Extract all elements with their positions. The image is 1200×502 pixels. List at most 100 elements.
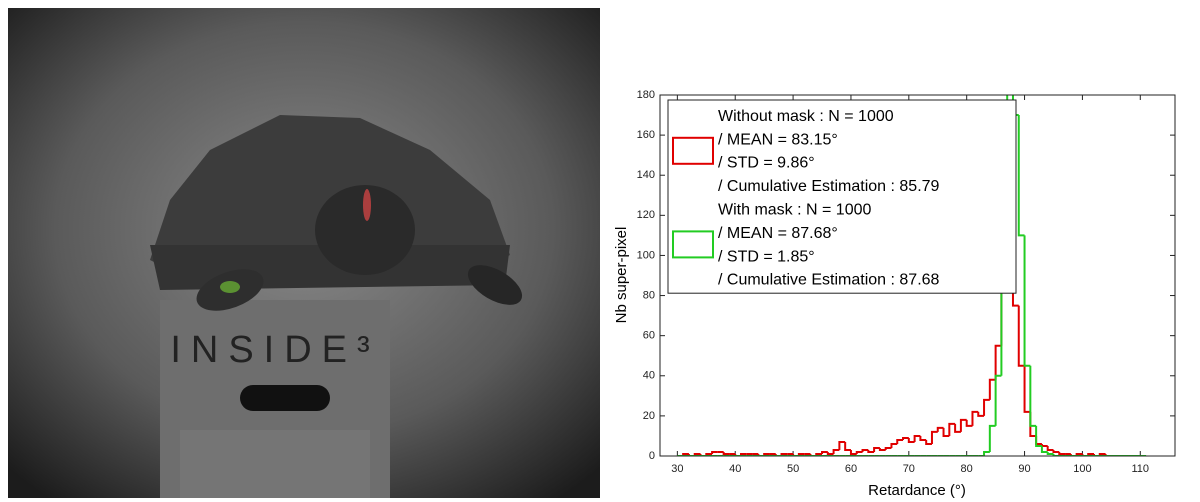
histogram-step <box>919 435 927 441</box>
x-tick-label: 80 <box>961 463 973 475</box>
legend-entry: / STD = 1.85° <box>718 248 815 265</box>
histogram-step <box>954 423 961 433</box>
histogram-step <box>867 449 875 453</box>
histogram-step <box>855 450 863 454</box>
histogram-step <box>1040 445 1048 453</box>
histogram-step <box>809 453 817 456</box>
y-tick-label: 0 <box>649 450 655 462</box>
histogram-step <box>983 398 990 416</box>
legend-entry: / MEAN = 87.68° <box>718 225 838 242</box>
histogram-step <box>838 440 846 450</box>
histogram-step <box>774 453 782 456</box>
histogram-step <box>711 450 718 454</box>
histogram-step <box>994 344 1002 380</box>
histogram-step <box>977 411 985 417</box>
x-tick-label: 50 <box>787 463 799 475</box>
histogram-step <box>965 419 973 427</box>
histogram-step <box>1046 451 1054 455</box>
histogram-step <box>1092 453 1100 456</box>
highlight <box>363 189 371 221</box>
histogram-step <box>896 438 904 444</box>
histogram-step <box>988 378 996 400</box>
legend-swatch <box>672 136 714 165</box>
photo: INSIDE³ <box>8 8 600 498</box>
y-tick-label: 40 <box>643 370 655 382</box>
histogram-step <box>988 424 996 452</box>
histogram-step <box>826 451 834 455</box>
histogram-step <box>1104 453 1112 456</box>
x-tick-label: 30 <box>671 463 683 475</box>
x-tick-label: 90 <box>1018 463 1030 475</box>
legend-swatch <box>672 230 714 259</box>
legend-box <box>667 99 1017 294</box>
histogram-step <box>1052 449 1060 453</box>
histogram-step <box>1058 451 1066 455</box>
histogram-step <box>942 427 950 437</box>
histogram-step <box>861 448 869 452</box>
histogram-step <box>1029 365 1037 427</box>
histogram-step <box>983 450 990 456</box>
legend-entry: With mask : N = 1000 <box>718 202 871 219</box>
histogram-step <box>1017 305 1025 367</box>
histogram-step <box>994 374 1002 426</box>
histogram-step <box>1023 235 1031 367</box>
histogram-step <box>1069 453 1077 456</box>
photo-label: INSIDE³ <box>170 329 379 371</box>
histogram-step <box>1046 445 1054 451</box>
histogram-step <box>1081 453 1089 456</box>
maze <box>180 430 370 498</box>
x-tick-label: 110 <box>1132 463 1150 475</box>
histogram-step <box>832 448 840 454</box>
x-axis-label: Retardance (°) <box>868 482 966 499</box>
histogram-step <box>1017 115 1025 237</box>
y-tick-label: 20 <box>643 410 655 422</box>
x-tick-label: 40 <box>729 463 741 475</box>
histogram-step <box>971 410 979 426</box>
y-tick-label: 160 <box>637 129 655 141</box>
histogram-step <box>873 446 880 452</box>
histogram: Retardance (°) Nb super-pixel <box>613 227 966 499</box>
histogram-step <box>1040 443 1048 447</box>
x-tick-label: 70 <box>903 463 915 475</box>
slot <box>240 385 330 411</box>
histogram-step <box>907 437 915 443</box>
histogram-step <box>699 453 707 456</box>
histogram-step <box>1023 365 1031 413</box>
turtle-head <box>315 185 415 275</box>
histogram-step <box>849 449 857 455</box>
y-tick-label: 60 <box>643 330 655 342</box>
legend-entry: / Cumulative Estimation : 85.79 <box>718 178 940 195</box>
histogram-step <box>936 426 944 432</box>
histogram-step <box>959 418 967 432</box>
histogram-step <box>734 453 742 456</box>
histogram-step <box>878 447 886 451</box>
histogram-step <box>821 450 828 454</box>
histogram-step <box>925 439 932 445</box>
y-axis-label: Nb super-pixel <box>613 227 630 324</box>
shell <box>150 115 510 275</box>
histogram-step <box>890 442 898 448</box>
turtle-leg <box>467 265 523 305</box>
y-tick-label: 120 <box>637 209 655 221</box>
legend-entry: / MEAN = 83.15° <box>718 131 838 148</box>
legend-entry: / STD = 9.86° <box>718 155 815 172</box>
legend-entry: Without mask : N = 1000 <box>718 108 894 125</box>
plot-frame <box>659 94 1176 457</box>
histogram-step <box>884 446 892 450</box>
plot-area <box>677 95 1147 456</box>
x-tick-label: 60 <box>845 463 857 475</box>
histogram-step <box>913 434 921 442</box>
histogram-step <box>1052 453 1060 456</box>
histogram-step <box>687 453 695 456</box>
histogram-step <box>792 453 799 456</box>
highlight <box>220 281 240 293</box>
x-tick-label: 100 <box>1073 463 1091 475</box>
y-tick-label: 180 <box>637 89 655 101</box>
histogram-step <box>722 451 730 455</box>
histogram-step <box>902 436 909 440</box>
legend-entry: / Cumulative Estimation : 87.68 <box>718 272 940 289</box>
histogram-step <box>930 430 938 444</box>
histogram-step <box>844 441 851 451</box>
